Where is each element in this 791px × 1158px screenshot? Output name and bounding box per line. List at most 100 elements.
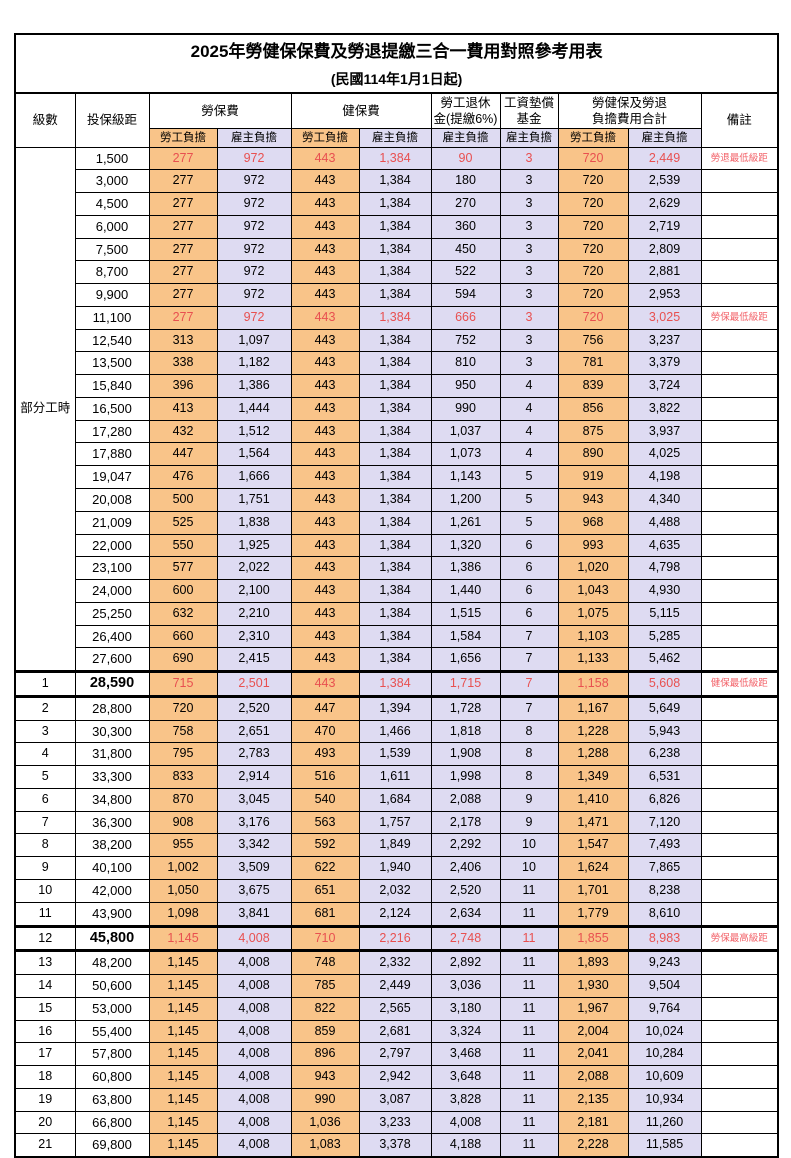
cell-fund-employer: 3	[499, 283, 559, 307]
cell-health-employee: 470	[290, 719, 360, 744]
cell-bracket: 40,100	[74, 856, 150, 880]
cell-labor-employer: 2,783	[216, 742, 292, 767]
cell-remark	[700, 442, 779, 467]
table-row: 19,047 476 1,666 443 1,384 1,143 5 919 4,198	[15, 465, 779, 489]
cell-level: 10	[14, 879, 76, 903]
cell-health-employee: 443	[290, 214, 360, 239]
cell-total-employee: 1,930	[557, 974, 629, 998]
cell-total-employee: 1,075	[557, 601, 629, 626]
cell-pension-employer: 3,828	[430, 1087, 501, 1112]
cell-total-employee: 875	[557, 419, 629, 444]
cell-bracket: 28,590	[74, 670, 150, 698]
cell-remark	[700, 1019, 779, 1044]
cell-labor-employer: 4,008	[216, 996, 292, 1021]
cell-remark	[700, 1110, 779, 1135]
reference-table-page: 2025年勞健保保費及勞退提繳三合一費用對照參考用表 (民國114年1月1日起)…	[13, 33, 780, 1158]
cell-remark	[700, 1042, 779, 1067]
header-share-row: 勞工負擔 雇主負擔 勞工負擔 雇主負擔 雇主負擔 雇主負擔 勞工負擔 雇主負擔	[15, 127, 778, 148]
cell-bracket: 63,800	[74, 1087, 150, 1112]
cell-total-employer: 2,719	[627, 214, 702, 239]
cell-fund-employer: 3	[499, 169, 559, 194]
subheader-pension-employer: 雇主負擔	[430, 127, 501, 148]
cell-total-employer: 6,826	[627, 787, 702, 812]
cell-health-employee: 443	[290, 624, 360, 649]
premium-reference-table: 2025年勞健保保費及勞退提繳三合一費用對照參考用表 (民國114年1月1日起)…	[13, 33, 780, 1158]
cell-total-employer: 8,238	[627, 879, 702, 903]
cell-bracket: 9,900	[74, 283, 150, 307]
cell-health-employer: 1,384	[358, 237, 432, 262]
table-row: 27,600 690 2,415 443 1,384 1,656 7 1,133 5,462	[15, 647, 779, 673]
cell-remark	[700, 533, 779, 558]
cell-bracket: 26,400	[74, 624, 150, 649]
cell-level: 9	[14, 856, 76, 880]
table-row: 9 40,100 1,002 3,509 622 1,940 2,406 10 1,624 7,8…	[14, 856, 779, 880]
cell-labor-employer: 1,512	[216, 419, 292, 444]
cell-fund-employer: 7	[499, 670, 559, 698]
cell-total-employee: 2,088	[557, 1065, 629, 1089]
table-row: 18 60,800 1,145 4,008 943 2,942 3,648 11 2,088 10…	[14, 1065, 779, 1089]
table-row: 16,500 413 1,444 443 1,384 990 4 856 3,822	[15, 396, 779, 421]
cell-labor-employer: 3,841	[216, 901, 292, 927]
cell-labor-employee: 1,002	[148, 856, 218, 880]
cell-health-employer: 2,124	[358, 901, 432, 927]
cell-remark	[700, 214, 779, 239]
cell-level: 1	[14, 670, 76, 698]
cell-health-employer: 2,032	[358, 879, 432, 903]
cell-pension-employer: 1,320	[430, 533, 501, 558]
cell-level: 19	[14, 1087, 76, 1112]
cell-bracket: 45,800	[74, 924, 150, 953]
cell-pension-employer: 1,515	[430, 601, 501, 626]
title-cell: 2025年勞健保保費及勞退提繳三合一費用對照參考用表 (民國114年1月1日起)	[13, 33, 780, 94]
cell-bracket: 1,500	[74, 146, 150, 171]
header-health-insurance: 健保費	[290, 92, 432, 129]
cell-fund-employer: 10	[499, 856, 559, 880]
cell-total-employee: 1,349	[557, 765, 629, 789]
cell-fund-employer: 9	[499, 810, 559, 835]
cell-total-employer: 3,937	[627, 419, 702, 444]
cell-labor-employee: 277	[148, 283, 218, 307]
cell-health-employer: 3,233	[358, 1110, 432, 1135]
cell-health-employer: 3,378	[358, 1133, 432, 1158]
cell-health-employer: 2,797	[358, 1042, 432, 1067]
cell-remark	[700, 856, 779, 880]
cell-labor-employer: 2,210	[216, 601, 292, 626]
cell-bracket: 69,800	[74, 1133, 150, 1158]
cell-labor-employer: 4,008	[216, 1019, 292, 1044]
page-subtitle: (民國114年1月1日起)	[330, 71, 463, 87]
cell-labor-employer: 1,751	[216, 487, 292, 512]
cell-labor-employee: 413	[148, 396, 218, 421]
cell-health-employee: 447	[290, 695, 360, 721]
cell-bracket: 30,300	[74, 719, 150, 744]
cell-labor-employee: 720	[148, 695, 218, 721]
cell-fund-employer: 3	[499, 146, 559, 171]
cell-total-employer: 2,449	[627, 146, 702, 171]
cell-total-employer: 11,260	[627, 1110, 702, 1135]
cell-labor-employer: 2,310	[216, 624, 292, 649]
cell-remark	[700, 787, 779, 812]
cell-health-employee: 443	[290, 396, 360, 421]
cell-fund-employer: 4	[499, 396, 559, 421]
cell-bracket: 17,280	[74, 419, 150, 444]
cell-total-employer: 5,943	[627, 719, 702, 744]
cell-health-employer: 1,384	[358, 487, 432, 512]
cell-health-employee: 443	[290, 146, 360, 171]
table-row: 3,000 277 972 443 1,384 180 3 720 2,539	[15, 169, 779, 194]
table-row: 7 36,300 908 3,176 563 1,757 2,178 9 1,471 7,120	[14, 810, 779, 835]
cell-level: 14	[14, 974, 76, 998]
cell-labor-employee: 1,098	[148, 901, 218, 927]
cell-bracket: 34,800	[74, 787, 150, 812]
cell-remark	[700, 879, 779, 903]
cell-total-employee: 720	[557, 169, 629, 194]
table-row: 15,840 396 1,386 443 1,384 950 4 839 3,724	[15, 374, 779, 398]
cell-labor-employee: 758	[148, 719, 218, 744]
table-row: 4,500 277 972 443 1,384 270 3 720 2,629	[15, 192, 779, 216]
cell-pension-employer: 2,406	[430, 856, 501, 880]
cell-total-employer: 11,585	[627, 1133, 702, 1158]
cell-bracket: 19,047	[74, 465, 150, 489]
cell-health-employee: 443	[290, 533, 360, 558]
cell-bracket: 48,200	[74, 950, 150, 976]
cell-health-employer: 1,384	[358, 396, 432, 421]
table-row: 20,008 500 1,751 443 1,384 1,200 5 943 4,340	[15, 487, 779, 512]
cell-labor-employer: 2,501	[216, 670, 292, 698]
cell-fund-employer: 11	[499, 974, 559, 998]
